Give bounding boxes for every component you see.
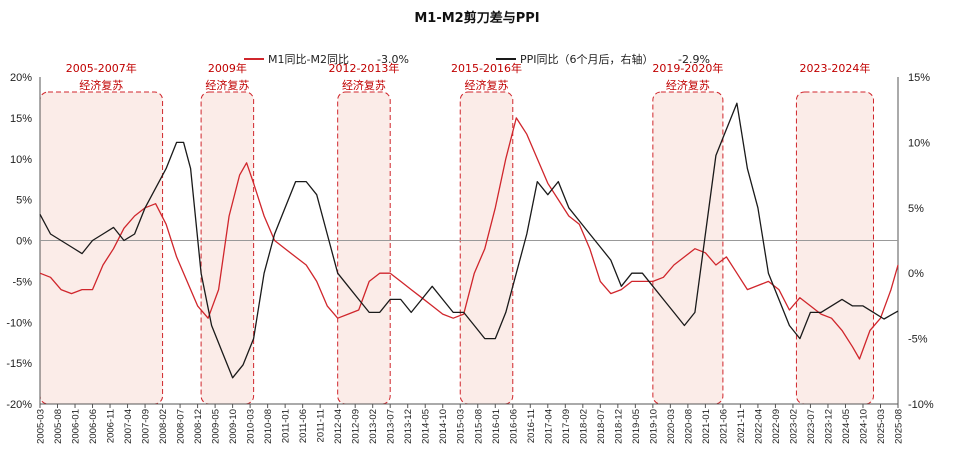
x-tick-label: 2008-02	[158, 409, 169, 444]
x-tick-label: 2005-08	[53, 409, 64, 444]
left-tick-label: -10%	[6, 317, 32, 329]
x-tick-label: 2013-02	[368, 409, 379, 444]
right-tick-label: 0%	[908, 268, 924, 280]
right-tick-label: 15%	[908, 72, 930, 84]
left-tick-label: 0%	[16, 236, 32, 248]
x-tick-label: 2007-04	[123, 409, 134, 444]
highlight-period-0: 2005-2007年	[66, 61, 137, 75]
highlight-label-1: 经济复苏	[205, 78, 249, 92]
x-tick-label: 2008-12	[193, 409, 204, 444]
x-tick-label: 2016-01	[491, 409, 502, 444]
x-tick-label: 2018-12	[613, 409, 624, 444]
legend-last-value-ppi: -2.9%	[678, 53, 710, 66]
x-tick-label: 2006-06	[88, 409, 99, 444]
x-tick-label: 2021-01	[701, 409, 712, 444]
series-line-m1-m2	[39, 117, 899, 360]
x-tick-label: 2010-08	[263, 409, 274, 444]
x-tick-label: 2025-08	[894, 409, 905, 444]
x-tick-label: 2020-08	[683, 409, 694, 444]
x-tick-label: 2023-12	[823, 409, 834, 444]
x-tick-label: 2020-03	[666, 409, 677, 444]
highlight-box-5	[795, 91, 874, 405]
x-tick-label: 2022-09	[771, 409, 782, 444]
x-tick-label: 2015-08	[473, 409, 484, 444]
x-tick-label: 2009-10	[228, 409, 239, 444]
highlight-period-1: 2009年	[208, 61, 247, 75]
x-tick-label: 2017-04	[543, 409, 554, 444]
highlight-period-3: 2015-2016年	[451, 61, 522, 75]
x-tick-label: 2005-03	[36, 409, 47, 444]
x-tick-label: 2021-11	[736, 409, 747, 443]
x-tick-label: 2012-09	[351, 409, 362, 444]
legend-last-value-m1-m2: -3.0%	[377, 53, 409, 66]
x-tick-label: 2010-03	[246, 409, 257, 444]
x-tick-label: 2011-11	[316, 409, 327, 442]
x-tick-label: 2021-06	[718, 409, 729, 444]
x-tick-label: 2013-07	[386, 409, 397, 444]
highlight-box-2	[337, 91, 391, 405]
x-tick-label: 2009-05	[211, 409, 222, 444]
right-tick-label: -10%	[908, 399, 934, 411]
x-tick-label: 2006-11	[106, 409, 117, 443]
x-tick-label: 2017-09	[561, 409, 572, 444]
x-tick-label: 2016-11	[526, 409, 537, 443]
highlight-box-1	[200, 91, 255, 405]
legend-label-m1-m2: M1同比-M2同比	[268, 53, 349, 66]
left-tick-label: -20%	[6, 399, 32, 411]
left-tick-label: -15%	[6, 358, 32, 370]
left-tick-label: -5%	[12, 276, 32, 288]
highlight-label-2: 经济复苏	[342, 78, 386, 92]
highlight-box-0	[39, 91, 164, 405]
left-tick-label: 5%	[16, 195, 32, 207]
left-tick-label: 20%	[10, 72, 32, 84]
x-tick-label: 2018-02	[578, 409, 589, 444]
x-tick-label: 2025-03	[876, 409, 887, 444]
highlight-boxes: 2005-2007年经济复苏2009年经济复苏2012-2013年经济复苏201…	[39, 61, 874, 405]
x-tick-label: 2011-06	[298, 409, 309, 443]
highlight-label-0: 经济复苏	[79, 78, 123, 92]
x-tick-label: 2024-10	[858, 409, 869, 444]
highlight-box-3	[459, 91, 514, 405]
highlight-period-4: 2019-2020年	[652, 61, 723, 75]
right-tick-label: 10%	[908, 137, 930, 149]
x-tick-label: 2022-04	[753, 409, 764, 444]
legend: M1同比-M2同比 -3.0% PPI同比（6个月后，右轴） -2.9%	[244, 52, 710, 66]
highlight-label-4: 经济复苏	[666, 78, 710, 92]
x-tick-label: 2011-01	[281, 409, 292, 443]
x-tick-label: 2014-10	[438, 409, 449, 444]
highlight-box-4	[652, 91, 724, 405]
x-tick-label: 2007-09	[141, 409, 152, 444]
x-tick-label: 2024-05	[841, 409, 852, 444]
left-tick-label: 15%	[10, 113, 32, 125]
x-tick-label: 2019-10	[648, 409, 659, 444]
x-tick-label: 2008-07	[176, 409, 187, 444]
highlight-label-3: 经济复苏	[465, 78, 509, 92]
x-tick-label: 2012-04	[333, 409, 344, 444]
series-lines	[39, 102, 899, 379]
x-tick-label: 2023-02	[788, 409, 799, 444]
chart-title: M1-M2剪刀差与PPI	[414, 10, 539, 26]
series-line-ppi	[39, 102, 899, 379]
x-tick-label: 2019-05	[631, 409, 642, 444]
x-tick-label: 2013-12	[403, 409, 414, 444]
x-tick-label: 2015-03	[456, 409, 467, 444]
legend-label-ppi: PPI同比（6个月后，右轴）	[520, 52, 654, 66]
x-tick-label: 2016-06	[508, 409, 519, 444]
right-tick-label: -5%	[908, 334, 928, 346]
left-tick-label: 10%	[10, 154, 32, 166]
highlight-period-2: 2012-2013年	[328, 61, 399, 75]
highlight-period-5: 2023-2024年	[799, 61, 870, 75]
x-tick-label: 2014-05	[421, 409, 432, 444]
right-tick-label: 5%	[908, 203, 924, 215]
x-tick-label: 2023-07	[806, 409, 817, 444]
x-tick-label: 2018-07	[596, 409, 607, 444]
x-tick-label: 2006-01	[71, 409, 82, 444]
axes: 20% 15% 10% 5% 0% -5% -10% -15% -20% 15% 10% 5% 0% -5…	[6, 72, 934, 444]
